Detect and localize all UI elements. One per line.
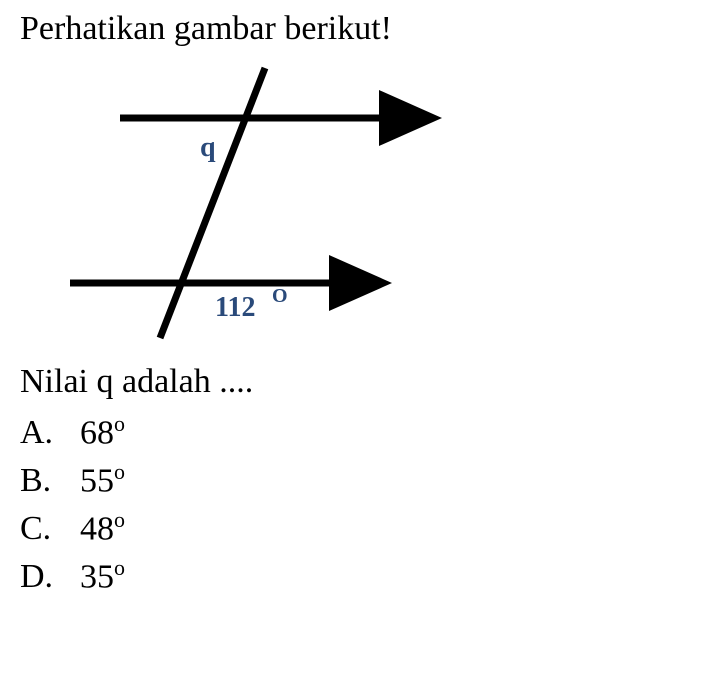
option-a: A. 68o [20, 409, 704, 457]
answer-options: A. 68o B. 55o C. 48o D. 35o [20, 409, 704, 601]
option-value: 68o [80, 409, 125, 457]
option-d: D. 35o [20, 553, 704, 601]
option-letter: A. [20, 409, 80, 457]
q-angle-label: q [200, 132, 216, 163]
option-letter: C. [20, 505, 80, 553]
option-letter: D. [20, 553, 80, 601]
option-letter: B. [20, 457, 80, 505]
prompt-text: Nilai q adalah .... [20, 363, 704, 401]
option-value: 55o [80, 457, 125, 505]
prompt-prefix: Nilai [20, 363, 96, 400]
degree-symbol: O [272, 285, 288, 307]
prompt-variable: q [96, 363, 113, 400]
option-c: C. 48o [20, 505, 704, 553]
question-text: Perhatikan gambar berikut! [20, 10, 704, 48]
prompt-suffix: adalah .... [113, 363, 253, 400]
geometry-diagram: q 112 O [50, 58, 470, 358]
angle-value-label: 112 [215, 292, 255, 323]
option-b: B. 55o [20, 457, 704, 505]
option-value: 35o [80, 553, 125, 601]
option-value: 48o [80, 505, 125, 553]
